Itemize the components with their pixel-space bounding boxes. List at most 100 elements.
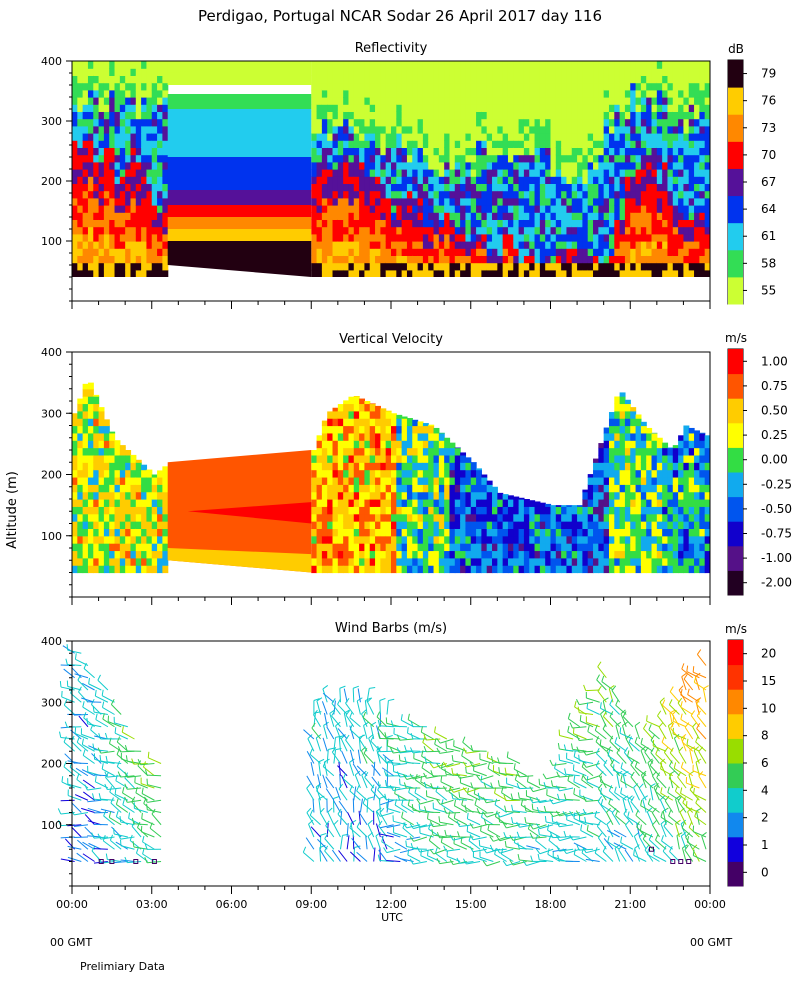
reflectivity-gap-band (167, 157, 312, 190)
reflectivity-cell (125, 140, 132, 148)
velocity-cell (82, 521, 89, 529)
velocity-cell (683, 476, 690, 485)
reflectivity-cell (523, 104, 530, 112)
reflectivity-cell (316, 125, 323, 134)
reflectivity-cell (608, 154, 615, 163)
velocity-cell (364, 440, 371, 449)
velocity-cell (422, 506, 429, 515)
reflectivity-cell (598, 241, 605, 249)
reflectivity-cell (130, 111, 137, 120)
reflectivity-cell (582, 248, 589, 256)
reflectivity-cell (561, 89, 568, 98)
velocity-cell (98, 499, 105, 507)
velocity-cell (587, 491, 594, 500)
velocity-cell (406, 491, 413, 500)
reflectivity-cell (417, 255, 424, 264)
velocity-cell (672, 506, 679, 515)
reflectivity-cell (667, 205, 674, 213)
reflectivity-cell (428, 226, 435, 235)
reflectivity-cell (157, 97, 163, 105)
reflectivity-cell (710, 183, 716, 191)
reflectivity-cell (598, 125, 605, 134)
velocity-cell (539, 521, 546, 529)
reflectivity-cell (465, 197, 472, 206)
reflectivity-cell (93, 248, 100, 256)
velocity-cell (460, 521, 467, 529)
reflectivity-cell (391, 97, 397, 105)
velocity-cell (109, 565, 116, 574)
velocity-cell (619, 565, 626, 574)
reflectivity-cell (577, 161, 583, 170)
reflectivity-cell (481, 75, 488, 84)
velocity-cell (608, 440, 615, 449)
velocity-cell (332, 462, 339, 471)
wind-barb (131, 801, 142, 813)
velocity-cell (523, 550, 530, 559)
reflectivity-cell (555, 133, 562, 141)
velocity-cell (82, 432, 89, 441)
reflectivity-cell (316, 154, 323, 163)
reflectivity-cell (444, 118, 451, 127)
velocity-cell (465, 469, 472, 478)
velocity-cell (470, 469, 477, 478)
reflectivity-cell (391, 89, 397, 98)
reflectivity-cell (518, 97, 525, 105)
reflectivity-cell (513, 118, 520, 127)
reflectivity-cell (603, 190, 610, 199)
reflectivity-cell (529, 269, 536, 278)
velocity-cell (311, 565, 318, 574)
reflectivity-cell (486, 61, 493, 69)
reflectivity-cell (555, 118, 562, 127)
velocity-cell (359, 484, 366, 493)
reflectivity-cell (460, 82, 467, 91)
reflectivity-cell (141, 262, 148, 271)
velocity-cell (316, 476, 323, 485)
velocity-cell (327, 425, 334, 434)
reflectivity-cell (348, 219, 355, 228)
reflectivity-cell (359, 147, 366, 156)
reflectivity-cell (678, 248, 685, 256)
velocity-cell (624, 484, 631, 493)
reflectivity-cell (470, 154, 477, 163)
reflectivity-cell (688, 140, 695, 148)
reflectivity-cell (481, 161, 488, 170)
reflectivity-cell (555, 248, 562, 256)
velocity-colorbar-label: -0.25 (761, 477, 792, 491)
reflectivity-cell (710, 205, 716, 213)
velocity-cell (656, 440, 663, 449)
velocity-cell (125, 469, 132, 478)
reflectivity-cell (109, 89, 116, 98)
reflectivity-cell (130, 68, 137, 76)
reflectivity-cell (141, 97, 148, 105)
reflectivity-cell (406, 241, 413, 249)
reflectivity-cell (598, 118, 605, 127)
velocity-cell (385, 432, 392, 441)
reflectivity-cell (87, 226, 94, 235)
reflectivity-cell (316, 118, 323, 127)
reflectivity-cell (656, 89, 663, 98)
reflectivity-cell (635, 197, 642, 206)
reflectivity-cell (77, 269, 84, 278)
reflectivity-cell (103, 269, 110, 278)
velocity-cell (391, 484, 397, 493)
velocity-cell (470, 462, 477, 471)
velocity-cell (619, 454, 626, 463)
reflectivity-cell (385, 255, 392, 264)
reflectivity-cell (624, 154, 631, 163)
velocity-cell (444, 521, 451, 529)
reflectivity-cell (598, 255, 605, 264)
wind-barb (122, 792, 135, 801)
velocity-cell (678, 543, 685, 552)
velocity-cell (359, 462, 366, 471)
reflectivity-cell (151, 226, 158, 235)
reflectivity-cell (710, 147, 716, 155)
reflectivity-cell (619, 118, 626, 127)
velocity-cell (470, 543, 477, 552)
reflectivity-cell (699, 61, 706, 69)
reflectivity-cell (481, 248, 488, 256)
reflectivity-cell (518, 68, 525, 76)
reflectivity-colorbar-swatch (728, 114, 743, 142)
velocity-cell (93, 469, 100, 478)
reflectivity-cell (151, 169, 158, 177)
wind-barb (83, 668, 95, 679)
